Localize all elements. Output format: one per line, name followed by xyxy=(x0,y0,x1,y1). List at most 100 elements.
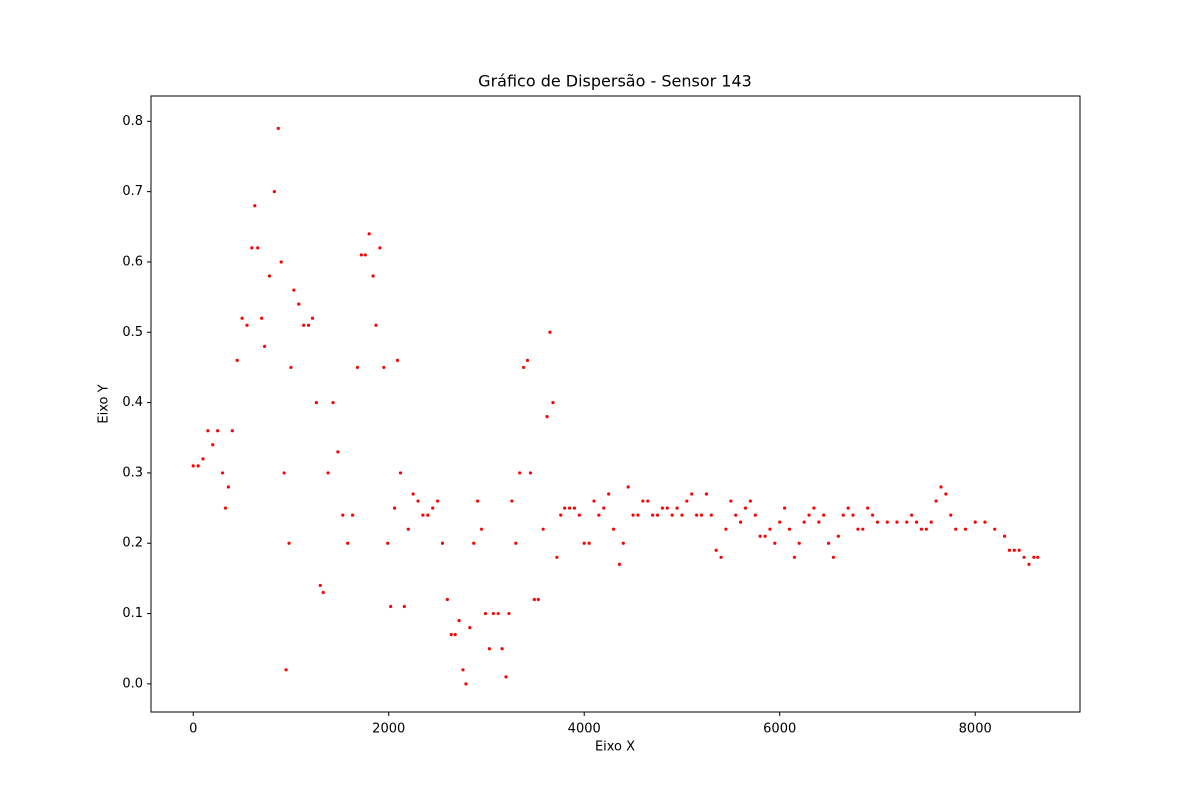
point xyxy=(545,415,549,419)
y-tick-label: 0.3 xyxy=(122,465,143,480)
y-axis-label: Eixo Y xyxy=(97,384,112,423)
point xyxy=(551,400,555,405)
point xyxy=(468,626,472,630)
point xyxy=(660,506,665,510)
point xyxy=(223,506,228,510)
point xyxy=(993,527,997,531)
point xyxy=(279,260,283,264)
point xyxy=(367,232,371,236)
point xyxy=(262,344,267,348)
point xyxy=(336,450,340,454)
point xyxy=(905,520,909,524)
point xyxy=(655,513,660,517)
point xyxy=(476,499,480,503)
point xyxy=(944,492,948,496)
point xyxy=(453,633,457,637)
point xyxy=(641,499,645,503)
point xyxy=(487,647,492,651)
x-tick-label: 6000 xyxy=(763,722,796,737)
point xyxy=(709,513,713,517)
point xyxy=(416,499,420,503)
point xyxy=(314,400,318,405)
point xyxy=(695,513,699,517)
point xyxy=(778,520,782,524)
point xyxy=(235,358,239,363)
point xyxy=(289,365,293,370)
point xyxy=(206,429,210,433)
point xyxy=(924,527,928,531)
point xyxy=(734,513,738,517)
point xyxy=(302,323,306,327)
point xyxy=(572,506,577,510)
x-tick-label: 4000 xyxy=(568,722,601,737)
point xyxy=(602,506,606,510)
point xyxy=(1036,555,1040,559)
point xyxy=(743,506,748,510)
y-tick-label: 0.0 xyxy=(122,676,143,691)
point xyxy=(1012,548,1016,552)
point xyxy=(310,316,315,320)
point xyxy=(426,513,430,517)
point xyxy=(398,471,403,475)
point xyxy=(846,506,850,510)
point xyxy=(895,520,899,524)
point xyxy=(371,274,375,278)
point xyxy=(748,499,752,503)
point xyxy=(626,485,630,489)
point xyxy=(1022,555,1026,559)
point xyxy=(541,527,545,531)
point xyxy=(739,520,743,524)
point xyxy=(253,204,257,208)
point xyxy=(851,513,855,517)
point xyxy=(699,513,704,517)
point xyxy=(392,506,397,510)
point xyxy=(518,471,522,475)
point xyxy=(282,471,286,475)
point xyxy=(272,190,276,194)
point xyxy=(592,499,596,503)
point xyxy=(445,597,449,602)
point xyxy=(885,520,889,524)
point xyxy=(522,365,526,370)
point xyxy=(267,274,272,278)
point xyxy=(714,548,718,552)
point xyxy=(216,429,220,433)
point xyxy=(464,682,468,686)
point xyxy=(386,541,390,545)
point xyxy=(350,513,355,517)
point xyxy=(861,527,865,531)
point xyxy=(479,527,484,531)
point xyxy=(326,471,330,475)
point xyxy=(822,513,826,517)
point xyxy=(555,555,559,559)
point xyxy=(1007,548,1012,552)
point xyxy=(914,520,919,524)
point xyxy=(1002,534,1007,538)
point xyxy=(831,555,836,559)
point xyxy=(812,506,816,510)
point xyxy=(787,527,792,531)
point xyxy=(841,513,845,517)
point xyxy=(431,506,435,510)
y-tick-label: 0.8 xyxy=(122,114,143,129)
point xyxy=(321,590,325,595)
point xyxy=(220,471,225,475)
point xyxy=(201,457,205,461)
chart-title: Gráfico de Dispersão - Sensor 143 xyxy=(478,72,752,91)
point xyxy=(421,513,425,517)
point xyxy=(1027,562,1031,566)
point xyxy=(196,464,200,468)
point xyxy=(665,506,669,510)
point xyxy=(449,633,453,637)
point xyxy=(919,527,924,531)
point xyxy=(284,668,288,672)
point xyxy=(973,520,977,524)
point xyxy=(211,443,215,447)
point xyxy=(374,323,378,327)
point xyxy=(507,611,511,616)
point xyxy=(532,597,536,602)
point xyxy=(297,302,301,306)
point xyxy=(763,534,767,538)
point xyxy=(395,358,400,363)
y-tick-label: 0.5 xyxy=(122,325,143,340)
